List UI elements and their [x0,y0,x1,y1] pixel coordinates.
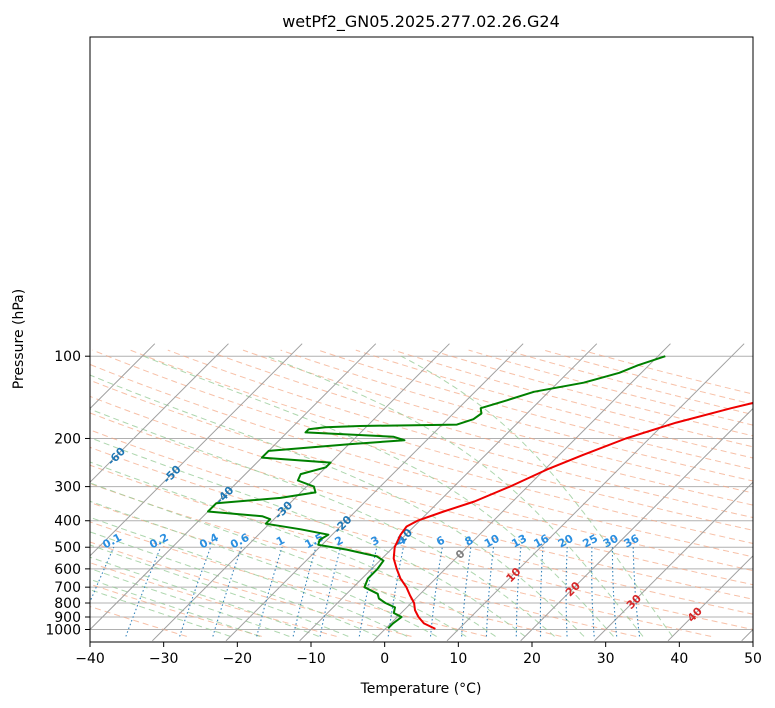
mixing-ratio-line [179,547,212,637]
dry-adiabat-line [90,446,753,631]
dry-adiabat-line [318,349,753,470]
isotherm-line [667,555,753,642]
isotherm-line [152,343,450,642]
x-tick-label: 20 [523,651,541,667]
moist-adiabat-line [90,482,467,637]
moist-adiabat-line [90,408,555,637]
dry-adiabat-line [205,349,753,506]
mixing-ratio-line [591,547,595,637]
dry-adiabat-line [90,429,753,615]
mixing-ratio-line [565,547,568,637]
isotherm-line [90,343,156,410]
y-tick-label: 700 [54,580,81,596]
x-tick-label: 0 [380,651,389,667]
mixing-ratio-label: 16 [532,532,552,551]
y-tick-label: 200 [54,431,81,447]
isotherm-line [90,343,229,483]
moist-adiabat-line [90,578,261,637]
x-axis: −40 −30 −20 −10 0 10 20 30 40 50 [75,642,762,667]
dewpoint-profile-line [207,355,666,630]
temperature-profile-line [392,401,753,630]
x-tick-label: 10 [449,651,467,667]
y-tick-label: 400 [54,514,81,530]
mixing-ratio-line [515,547,522,637]
mixing-ratio-line [611,547,618,637]
mixing-ratio-line [485,547,495,637]
profile-series [207,355,753,630]
mixing-ratio-label: 30 [601,532,621,551]
mixing-ratio-line [319,547,342,637]
isotherm-line [594,481,753,642]
x-tick-label: −20 [223,651,253,667]
moist-adiabat-line [90,556,319,637]
isotherm-line [225,343,524,642]
mixing-ratio-line [539,547,544,637]
mixing-ratio-label: 13 [509,532,529,551]
dry-adiabat-line [90,412,753,600]
mixing-ratio-label: 36 [622,532,642,551]
dry-adiabat-line [90,395,753,586]
moist-adiabat-line [90,568,290,637]
dry-adiabat-line [90,363,753,558]
x-tick-label: 40 [670,651,688,667]
mixing-ratio-line [461,547,472,637]
y-tick-label: 800 [54,596,81,612]
y-tick-label: 900 [54,610,81,626]
x-tick-label: 50 [744,651,762,667]
dry-adiabat-line [130,349,753,531]
dry-adiabat-line [90,541,412,637]
y-tick-label: 1000 [45,623,81,639]
x-tick-label: 30 [597,651,615,667]
chart-title: wetPf2_GN05.2025.277.02.26.G24 [282,12,560,32]
isotherm-line [299,343,598,642]
moist-adiabat-line [400,355,673,637]
isotherm-line [520,407,753,642]
mixing-ratio-line [387,547,404,637]
isotherm-line [446,343,745,642]
x-tick-label: −40 [75,651,105,667]
y-tick-label: 500 [54,540,81,556]
moist-adiabat-line [266,355,644,637]
x-tick-label: −10 [296,651,326,667]
y-tick-label: 300 [54,480,81,496]
plot-area: -100-90-80-70-60-50-40-30-20-10010203040… [90,343,753,642]
background-lines [90,343,753,642]
x-tick-label: −30 [149,651,179,667]
dry-adiabat-line [90,521,487,637]
mixing-ratio-line [292,547,317,637]
moist-adiabat-line [90,516,408,637]
moist-adiabat-line [90,589,231,637]
mixing-ratio-line [429,547,443,637]
mixing-ratio-line [212,547,243,637]
dry-adiabat-line [90,583,262,637]
moist-adiabat-line [90,544,349,637]
y-tick-label: 600 [54,562,81,578]
y-axis-label: Pressure (hPa) [11,289,27,389]
x-axis-label: Temperature (°C) [360,681,482,697]
mixing-ratio-line [358,547,378,637]
dry-adiabat-line [90,464,712,637]
isotherm-line [90,343,377,631]
moist-adiabat-line [90,461,496,637]
isotherm-line [90,343,303,557]
mixing-ratio-label: 10 [482,532,502,551]
moist-adiabat-line [90,374,585,637]
mixing-ratio-label: 20 [556,532,576,551]
y-tick-label: 100 [54,349,81,365]
plot-frame [89,36,754,643]
moist-adiabat-line [90,437,526,637]
mixing-ratio-label: 25 [580,532,600,551]
isotherm-line [373,343,671,642]
dry-adiabat-line [90,562,337,637]
mixing-ratio-line [632,547,641,637]
dry-adiabat-line [90,501,562,637]
dry-adiabat-line [242,349,753,494]
